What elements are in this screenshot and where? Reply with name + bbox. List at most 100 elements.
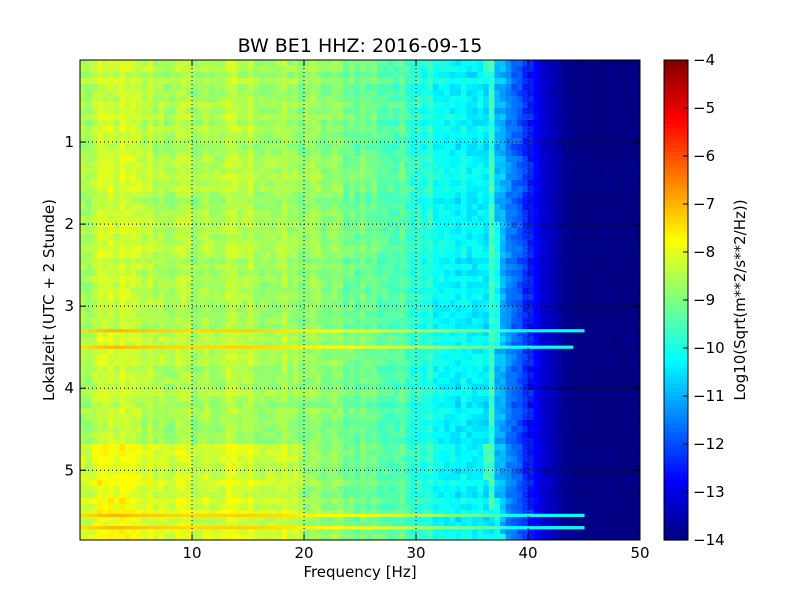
heatmap-cell [466,336,473,343]
heatmap-cell [147,252,154,259]
heatmap-cell [91,342,98,349]
heatmap-cell [180,312,187,319]
heatmap-cell [371,102,378,109]
heatmap-cell [320,288,327,295]
heatmap-cell [416,324,423,331]
heatmap-cell [164,348,171,355]
heatmap-cell [371,168,378,175]
heatmap-cell [309,348,316,355]
heatmap-cell [427,78,434,85]
heatmap-cell [505,78,512,85]
heatmap-cell [298,90,305,97]
heatmap-cell [304,312,311,319]
heatmap-cell [231,264,238,271]
heatmap-cell [511,66,518,73]
heatmap-cell [343,258,350,265]
heatmap-cell [432,72,439,79]
heatmap-cell [371,114,378,121]
heatmap-cell [589,162,596,169]
heatmap-cell [460,180,467,187]
heatmap-cell [505,264,512,271]
heatmap-cell [472,144,479,151]
heatmap-cell [169,72,176,79]
heatmap-cell [214,348,221,355]
heatmap-cell [589,222,596,229]
heatmap-cell [102,174,109,181]
heatmap-cell [147,270,154,277]
heatmap-cell [304,330,311,337]
heatmap-cell [186,186,193,193]
heatmap-cell [96,312,103,319]
heatmap-cell [141,132,148,139]
heatmap-cell [96,210,103,217]
heatmap-cell [472,126,479,133]
heatmap-cell [623,210,630,217]
heatmap-cell [561,276,568,283]
heatmap-cell [432,276,439,283]
heatmap-cell [197,270,204,277]
heatmap-cell [136,186,143,193]
heatmap-cell [606,90,613,97]
heatmap-cell [427,138,434,145]
heatmap-cell [203,240,210,247]
heatmap-cell [108,222,115,229]
heatmap-cell [208,144,215,151]
heatmap-cell [360,90,367,97]
heatmap-cell [511,276,518,283]
heatmap-cell [600,288,607,295]
heatmap-cell [315,168,322,175]
heatmap-cell [589,126,596,133]
heatmap-cell [556,234,563,241]
heatmap-cell [236,228,243,235]
heatmap-cell [494,306,501,313]
heatmap-cell [152,210,159,217]
heatmap-cell [85,96,92,103]
heatmap-cell [96,186,103,193]
heatmap-cell [589,120,596,127]
heatmap-cell [533,144,540,151]
heatmap-cell [96,288,103,295]
heatmap-cell [332,162,339,169]
heatmap-cell [382,60,389,67]
heatmap-cell [315,252,322,259]
heatmap-cell [169,324,176,331]
heatmap-cell [136,144,143,151]
heatmap-cell [371,144,378,151]
heatmap-cell [158,186,165,193]
heatmap-cell [494,282,501,289]
heatmap-cell [276,240,283,247]
heatmap-cell [444,324,451,331]
heatmap-cell [343,270,350,277]
heatmap-cell [214,132,221,139]
heatmap-cell [511,198,518,205]
heatmap-cell [494,228,501,235]
heatmap-cell [466,108,473,115]
heatmap-cell [544,312,551,319]
heatmap-cell [472,330,479,337]
heatmap-cell [449,354,456,361]
heatmap-cell [505,162,512,169]
heatmap-cell [354,342,361,349]
heatmap-cell [259,312,266,319]
heatmap-cell [556,312,563,319]
heatmap-cell [522,288,529,295]
heatmap-cell [287,348,294,355]
heatmap-cell [382,228,389,235]
heatmap-cell [472,114,479,121]
heatmap-cell [449,246,456,253]
heatmap-cell [533,318,540,325]
heatmap-cell [488,114,495,121]
heatmap-cell [236,180,243,187]
heatmap-cell [584,306,591,313]
heatmap-cell [91,288,98,295]
heatmap-cell [214,150,221,157]
heatmap-cell [332,144,339,151]
heatmap-cell [522,132,529,139]
heatmap-cell [584,324,591,331]
heatmap-cell [113,336,120,343]
heatmap-cell [130,108,137,115]
heatmap-cell [248,132,255,139]
heatmap-cell [354,78,361,85]
heatmap-cell [136,162,143,169]
heatmap-cell [488,354,495,361]
